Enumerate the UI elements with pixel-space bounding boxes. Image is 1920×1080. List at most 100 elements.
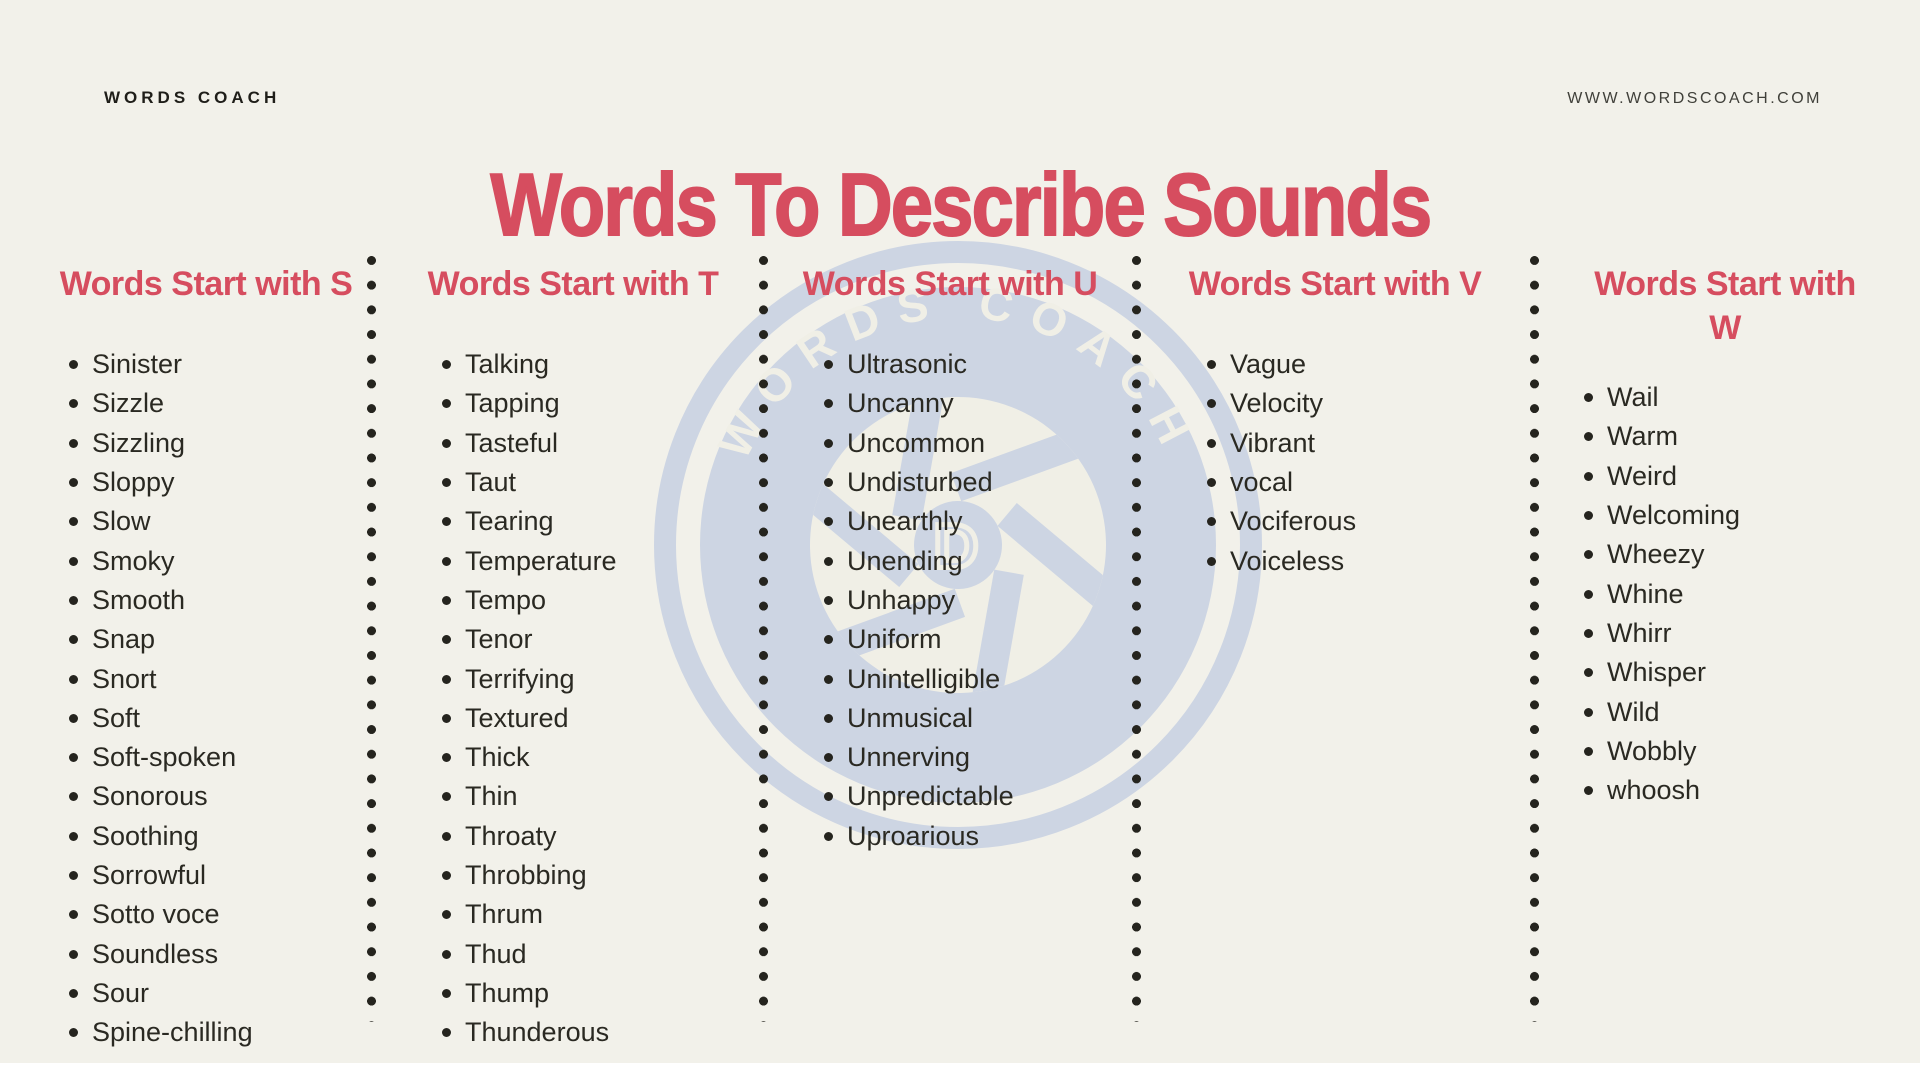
word-item: Smoky: [69, 541, 372, 580]
word-item: Sizzling: [69, 424, 372, 463]
bullet-icon: [824, 635, 833, 645]
word-item: Textured: [442, 699, 738, 738]
word-text: Whirr: [1607, 617, 1672, 648]
word-text: Thin: [465, 781, 518, 812]
word-item: Ultrasonic: [824, 345, 1120, 384]
bullet-icon: [442, 635, 451, 645]
bullet-icon: [69, 871, 78, 880]
word-item: Sotto voce: [69, 895, 372, 934]
word-text: Warm: [1607, 421, 1678, 452]
word-text: whoosh: [1607, 775, 1701, 806]
word-text: Slow: [92, 506, 151, 537]
word-item: Unmusical: [824, 699, 1120, 738]
word-item: Soothing: [69, 817, 372, 856]
bullet-icon: [824, 753, 833, 763]
bullet-icon: [69, 556, 78, 566]
word-text: Vibrant: [1230, 427, 1316, 458]
column-heading-w: Words Start with W: [1594, 265, 1856, 347]
bullet-icon: [1584, 628, 1593, 638]
word-item: Slow: [69, 502, 372, 541]
word-text: Ultrasonic: [847, 349, 968, 380]
word-text: Throbbing: [465, 860, 587, 890]
word-text: Throaty: [465, 820, 557, 851]
word-item: Thud: [442, 934, 738, 973]
bullet-icon: [442, 478, 451, 488]
bullet-icon: [69, 478, 78, 488]
word-text: Thick: [465, 742, 530, 773]
word-text: Weird: [1607, 460, 1678, 491]
word-item: Wail: [1584, 378, 1892, 417]
word-text: Wheezy: [1607, 539, 1705, 570]
bullet-icon: [442, 949, 451, 959]
bullet-icon: [1584, 511, 1593, 521]
dotted-divider: [1530, 256, 1539, 1022]
bullet-icon: [69, 517, 78, 527]
bullet-icon: [1207, 478, 1216, 488]
word-item: Unpredictable: [824, 777, 1120, 816]
bullet-icon: [69, 949, 78, 959]
word-text: Textured: [465, 702, 569, 733]
word-text: Thud: [465, 938, 527, 969]
dotted-divider: [367, 256, 376, 1022]
word-item: Uproarious: [824, 817, 1120, 856]
bullet-icon: [1584, 668, 1593, 678]
word-text: Tasteful: [465, 427, 559, 458]
bullet-icon: [442, 674, 451, 684]
column-words-u: Words Start with U Ultrasonic Uncanny Unco…: [780, 262, 1120, 856]
word-item: Velocity: [1207, 384, 1505, 423]
bullet-icon: [1207, 399, 1216, 409]
word-item: Sizzle: [69, 384, 372, 423]
word-item: Unearthly: [824, 502, 1120, 541]
bullet-icon: [1207, 360, 1216, 370]
bullet-icon: [442, 792, 451, 802]
word-item: Temperature: [442, 541, 738, 580]
bullet-icon: [442, 360, 451, 370]
bullet-icon: [1584, 432, 1593, 442]
bullet-icon: [69, 831, 78, 841]
word-item: Uniform: [824, 620, 1120, 659]
word-text: Unpredictable: [847, 781, 1014, 812]
column-words-s: Words Start with S Sinister Sizzle Sizzlin…: [40, 262, 372, 1052]
word-text: Smooth: [92, 584, 186, 615]
word-text: Soft-spoken: [92, 742, 237, 773]
word-item: Uncommon: [824, 424, 1120, 463]
word-item: Welcoming: [1584, 496, 1892, 535]
word-item: Soundless: [69, 934, 372, 973]
bullet-icon: [824, 674, 833, 684]
title-wrap: Words To Describe Sounds: [0, 102, 1920, 308]
bullet-icon: [69, 635, 78, 645]
word-item: Unintelligible: [824, 659, 1120, 698]
word-item: Whisper: [1584, 653, 1892, 692]
word-text: Soundless: [92, 938, 219, 969]
bullet-icon: [824, 595, 833, 605]
word-text: Soothing: [92, 820, 199, 851]
word-text: Spine-chilling: [92, 1017, 253, 1048]
word-text: Unhappy: [847, 584, 956, 615]
word-text: Unnerving: [847, 742, 971, 773]
word-item: Snort: [69, 659, 372, 698]
bottom-white-strip: [0, 1063, 1920, 1080]
bullet-icon: [824, 831, 833, 841]
word-item: Thump: [442, 974, 738, 1013]
word-item: Tapping: [442, 384, 738, 423]
word-item: Wheezy: [1584, 535, 1892, 574]
word-item: Throbbing: [442, 856, 738, 895]
word-text: Snap: [92, 624, 156, 655]
bullet-icon: [824, 713, 833, 723]
bullet-icon: [69, 674, 78, 684]
bullet-icon: [442, 595, 451, 605]
word-text: Sinister: [92, 349, 183, 380]
bullet-icon: [1584, 471, 1593, 481]
bullet-icon: [69, 360, 78, 370]
bullet-icon: [1584, 550, 1593, 560]
bullet-icon: [1207, 438, 1216, 448]
word-item: Sinister: [69, 345, 372, 384]
word-text: Unending: [847, 545, 963, 576]
watermark-outer-ring: [654, 241, 1262, 849]
brand-logo-text: WORDS COACH: [104, 88, 281, 107]
word-item: vocal: [1207, 463, 1505, 502]
word-list-w: Wail Warm Weird Welcoming Wheezy Whine Whirr Wh…: [1558, 378, 1892, 810]
word-item: Soft: [69, 699, 372, 738]
word-item: Taut: [442, 463, 738, 502]
bullet-icon: [442, 713, 451, 723]
